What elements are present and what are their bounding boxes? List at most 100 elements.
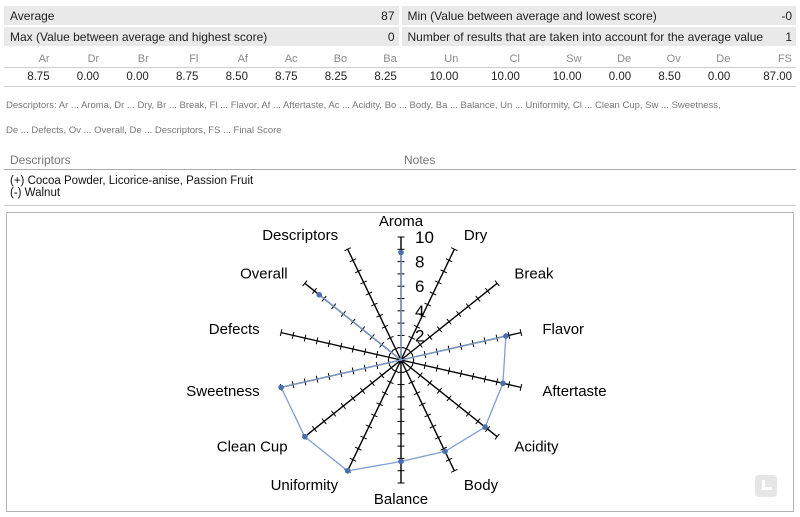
radar-axis-tick	[424, 302, 432, 307]
notes-header: Descriptors Notes	[4, 152, 796, 170]
radar-axis-tick	[381, 391, 389, 396]
score-header: Ar	[38, 53, 50, 65]
radar-axis-tick	[303, 334, 307, 342]
min-value: -0	[781, 8, 792, 23]
radar-axis-tick	[365, 424, 373, 429]
score-header: Ac	[284, 53, 298, 65]
radar-axis-tick	[350, 395, 356, 402]
radar-axis-tick	[446, 395, 452, 402]
radar-axis-tick	[429, 291, 437, 296]
count-cell: Number of results that are taken into ac…	[401, 27, 796, 46]
category-label: Overall	[240, 265, 288, 282]
radar-axis-tick	[429, 424, 437, 429]
radar-axis-tick	[484, 425, 491, 433]
category-label: Balance	[374, 491, 428, 508]
positive-descriptors: (+) Cocoa Powder, Licorice-anise, Passio…	[10, 175, 254, 187]
radar-axis-tick	[447, 367, 451, 375]
radar-axis-tick	[331, 410, 337, 417]
count-value: 1	[785, 29, 792, 44]
radar-axis-tick	[424, 413, 432, 418]
radar-axis-tick	[379, 372, 385, 379]
scores-header-row: Ar Dr Br Fl Af Ac Bo Ba Un Cl Sw De Ov D…	[4, 51, 796, 68]
radar-axis-tick	[436, 387, 443, 394]
score-value: 10.00	[523, 67, 586, 87]
category-label: Aftertaste	[542, 383, 606, 400]
radar-axis-tick	[370, 413, 378, 418]
radar-axis-tick	[471, 372, 475, 380]
descriptors-legend-line1: Descriptors: Ar ... Aroma, Dr ... Dry, B…	[6, 100, 721, 111]
radar-axis-tick	[445, 457, 453, 462]
radar-axis-tick	[279, 329, 283, 337]
radar-axis-tick	[354, 269, 362, 274]
radar-axis-tick	[427, 379, 433, 387]
radar-axis-tick	[291, 331, 295, 339]
score-header: De	[617, 53, 632, 65]
radar-axis-tick	[359, 387, 366, 394]
radar-axis-tick	[376, 402, 384, 407]
radar-axis-tick	[465, 410, 471, 417]
radar-axis-tick	[339, 342, 343, 350]
max-value: 0	[387, 29, 395, 44]
score-value: 8.75	[152, 67, 203, 87]
radar-axis-tick	[349, 457, 357, 462]
radar-axis-tick	[440, 446, 448, 451]
score-value: 8.25	[351, 67, 401, 87]
radar-axis-tick	[321, 418, 327, 425]
score-value: 0.00	[53, 67, 104, 87]
category-label: Defects	[209, 321, 260, 338]
radar-axis-tick	[360, 280, 368, 285]
radar-axis-tick	[484, 287, 491, 295]
category-label: Clean Cup	[217, 439, 288, 456]
radar-axis-tick	[369, 379, 375, 387]
score-header: Un	[444, 53, 459, 65]
category-label: Flavor	[542, 321, 584, 338]
radar-axis-tick	[311, 287, 318, 295]
descriptor-notes: (+) Cocoa Powder, Licorice-anise, Passio…	[10, 175, 253, 199]
radar-axis-tick	[417, 372, 423, 379]
score-header: Fl	[189, 53, 199, 65]
min-cell: Min (Value between average and lowest sc…	[401, 6, 796, 25]
descriptors-column-header: Descriptors	[10, 153, 71, 167]
max-label: Max (Value between average and highest s…	[10, 29, 268, 44]
radar-axis-tick	[418, 402, 426, 407]
radar-axis-tick	[392, 346, 400, 351]
radar-axis-tick	[456, 402, 462, 410]
radar-axis-tick	[381, 324, 389, 329]
radar-chart-panel: 2 4 6 8 10 Aroma Dry Break Flavor Aftertaste Acid…	[6, 212, 794, 512]
min-label: Min (Value between average and lowest sc…	[407, 8, 657, 23]
radar-axis-tick	[427, 333, 433, 341]
data-point	[442, 448, 448, 455]
score-header: Br	[137, 53, 149, 65]
radar-chart: 2 4 6 8 10 Aroma Dry Break Flavor Aftertaste Acid…	[186, 213, 606, 508]
max-cell: Max (Value between average and highest s…	[4, 27, 399, 46]
radar-axis-tick	[445, 258, 453, 263]
radar-axis-tick	[311, 425, 318, 433]
radar-axis-tick	[434, 435, 442, 440]
radar-axis-tick	[375, 351, 379, 359]
stats-row: Max (Value between average and highest s…	[4, 27, 796, 46]
radar-axis-tick	[413, 324, 421, 329]
radar-axis-tick	[519, 383, 523, 391]
radar-axis-tick	[475, 295, 481, 302]
radar-axis-tick	[446, 318, 452, 325]
radar-axis-tick	[465, 303, 471, 310]
descriptors-legend-line2: De ... Defects, Ov ... Overall, De ... D…	[6, 125, 282, 136]
data-point	[302, 433, 308, 440]
radar-axis-tick	[302, 280, 308, 287]
notes-column-header: Notes	[404, 153, 436, 167]
score-value: 8.50	[202, 67, 252, 87]
score-value: 8.50	[635, 67, 685, 87]
radar-axis-tick	[434, 280, 442, 285]
radar-axis-tick	[327, 340, 331, 348]
score-header: Bo	[333, 53, 348, 65]
data-point	[503, 333, 509, 339]
radar-axis-tick	[413, 391, 421, 396]
radar-axis-tick	[360, 435, 368, 440]
data-point	[316, 292, 323, 298]
average-value: 87	[381, 8, 395, 23]
category-label: Descriptors	[262, 227, 338, 244]
radar-axis-tick	[354, 446, 362, 451]
average-label: Average	[10, 8, 55, 23]
radar-axis-tick	[456, 310, 462, 318]
category-label: Sweetness	[186, 383, 259, 400]
